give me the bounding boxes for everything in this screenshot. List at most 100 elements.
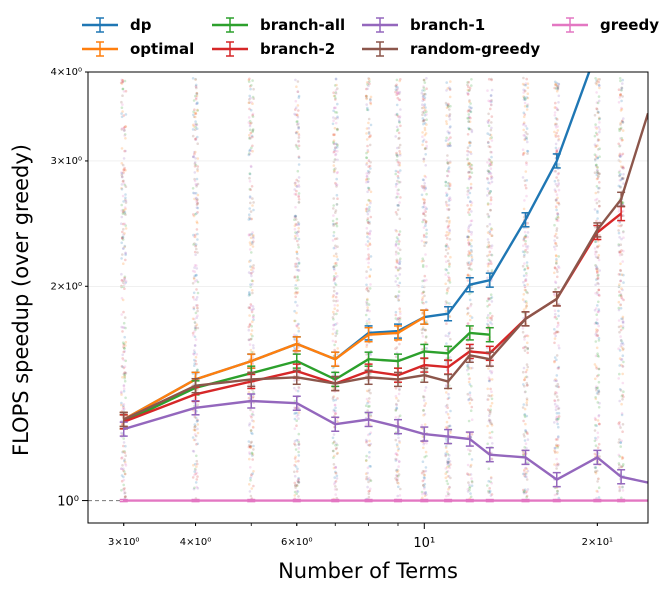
- sample-point: [296, 276, 299, 279]
- sample-point: [333, 94, 337, 98]
- sample-point: [619, 251, 622, 254]
- sample-point: [556, 118, 559, 121]
- sample-point: [248, 187, 252, 191]
- sample-point: [444, 139, 448, 142]
- sample-point: [522, 491, 526, 495]
- sample-point: [469, 127, 472, 131]
- sample-point: [365, 175, 369, 178]
- sample-point: [524, 239, 527, 243]
- sample-point: [248, 452, 252, 456]
- sample-point: [122, 469, 125, 472]
- sample-point: [124, 258, 127, 262]
- sample-point: [297, 176, 301, 179]
- sample-point: [251, 113, 254, 117]
- sample-point: [120, 474, 124, 477]
- sample-point: [470, 480, 474, 483]
- sample-point: [555, 457, 558, 461]
- sample-point: [122, 444, 125, 448]
- sample-point: [448, 143, 451, 146]
- sample-point: [192, 155, 195, 159]
- sample-point: [294, 347, 297, 351]
- sample-point: [124, 326, 127, 330]
- sample-point: [445, 136, 448, 140]
- sample-point: [251, 458, 254, 461]
- sample-point: [249, 87, 252, 91]
- sample-point: [596, 240, 600, 243]
- sample-point: [193, 317, 196, 321]
- sample-point: [490, 316, 493, 320]
- sample-point: [395, 213, 399, 216]
- sample-point: [367, 126, 371, 130]
- sample-point: [120, 241, 123, 245]
- sample-point: [334, 299, 338, 303]
- sample-point: [596, 267, 599, 271]
- sample-point: [489, 208, 492, 212]
- sample-point: [621, 320, 625, 323]
- sample-point: [553, 266, 557, 270]
- sample-point: [448, 281, 452, 284]
- sample-point: [296, 80, 300, 83]
- sample-point: [297, 127, 300, 130]
- sample-point: [423, 294, 426, 298]
- sample-point: [395, 112, 399, 116]
- sample-point: [367, 77, 370, 80]
- sample-point: [194, 112, 198, 116]
- sample-point: [297, 156, 301, 159]
- sample-point: [622, 395, 625, 399]
- sample-point: [554, 87, 558, 90]
- sample-point: [247, 271, 251, 274]
- sample-point: [247, 440, 251, 443]
- sample-point: [446, 301, 449, 305]
- sample-point: [421, 186, 425, 189]
- sample-point: [489, 190, 493, 193]
- sample-point: [446, 207, 449, 211]
- sample-point: [335, 442, 338, 446]
- sample-point: [420, 301, 424, 304]
- sample-point: [466, 336, 470, 340]
- sample-point: [336, 144, 339, 147]
- sample-point: [469, 314, 472, 318]
- sample-point: [525, 137, 528, 141]
- sample-point: [618, 399, 621, 403]
- sample-point: [522, 91, 525, 94]
- sample-point: [490, 198, 493, 202]
- sample-point: [331, 122, 335, 126]
- sample-point: [334, 77, 338, 81]
- sample-point: [369, 268, 373, 271]
- sample-point: [597, 175, 600, 178]
- sample-point: [469, 167, 473, 171]
- sample-point: [365, 87, 368, 91]
- sample-point: [121, 341, 125, 345]
- sample-point: [618, 144, 621, 148]
- sample-point: [293, 292, 297, 295]
- sample-point: [555, 317, 558, 321]
- sample-point: [369, 123, 373, 127]
- sample-point: [191, 155, 195, 159]
- sample-point: [294, 483, 297, 487]
- sample-point: [487, 77, 491, 81]
- sample-point: [193, 429, 197, 432]
- sample-point: [394, 242, 398, 246]
- sample-point: [335, 255, 339, 258]
- sample-point: [120, 325, 123, 329]
- sample-point: [447, 279, 450, 282]
- sample-point: [394, 459, 398, 462]
- sample-point: [598, 422, 601, 426]
- sample-point: [489, 296, 493, 300]
- sample-point: [523, 101, 527, 105]
- sample-point: [293, 412, 296, 415]
- sample-point: [468, 267, 472, 270]
- sample-point: [332, 234, 336, 238]
- sample-point: [252, 470, 255, 473]
- sample-point: [487, 297, 491, 300]
- sample-point: [123, 487, 126, 490]
- sample-point: [488, 436, 492, 439]
- sample-point: [122, 129, 126, 132]
- sample-point: [120, 187, 124, 191]
- sample-point: [395, 89, 399, 92]
- sample-point: [449, 136, 452, 139]
- sample-point: [193, 473, 196, 477]
- sample-point: [620, 249, 623, 252]
- sample-point: [595, 166, 599, 169]
- sample-point: [467, 189, 471, 192]
